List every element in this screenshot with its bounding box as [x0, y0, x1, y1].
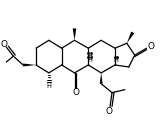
- Text: O: O: [72, 88, 79, 97]
- Text: O: O: [147, 42, 154, 51]
- Text: H: H: [46, 83, 51, 89]
- Text: O: O: [1, 40, 8, 49]
- Polygon shape: [73, 28, 76, 40]
- Polygon shape: [127, 31, 134, 43]
- Text: H: H: [114, 57, 118, 63]
- Text: O: O: [106, 107, 113, 116]
- Polygon shape: [100, 73, 103, 84]
- Polygon shape: [23, 64, 36, 66]
- Text: H: H: [87, 57, 92, 63]
- Text: H: H: [87, 53, 92, 59]
